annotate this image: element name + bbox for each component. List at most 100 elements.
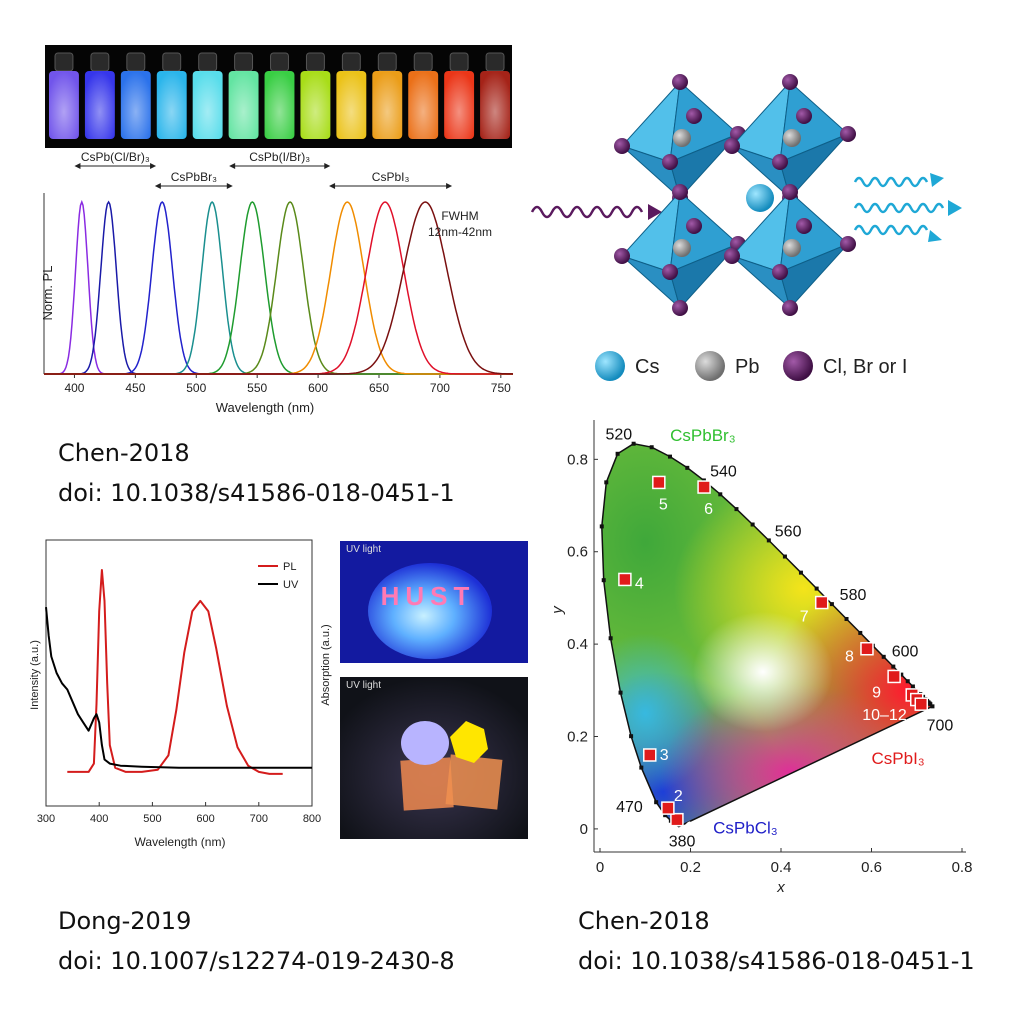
cie-data-point xyxy=(618,572,632,587)
pbx6-octahedron xyxy=(614,74,746,206)
cie-locus-marker xyxy=(734,507,739,512)
cie-locus-marker xyxy=(905,679,910,684)
vial-cap xyxy=(90,52,110,72)
vial-glow xyxy=(264,71,295,139)
cie-wavelength-label: 580 xyxy=(840,587,867,604)
cie-locus-marker xyxy=(618,690,623,695)
uv-x-tick-label: 700 xyxy=(250,813,268,825)
vials-photo xyxy=(45,45,512,148)
caption-bottomleft: Dong-2019 doi: 10.1007/s12274-019-2430-8 xyxy=(58,904,455,978)
pl-range-label: CsPb(Cl/Br)₃ xyxy=(81,150,150,164)
vial-cap xyxy=(377,52,397,72)
cie-y-tick-label: 0.4 xyxy=(567,636,588,653)
cie-point-label: 4 xyxy=(635,575,644,592)
caption-topleft-author: Chen-2018 xyxy=(58,439,190,467)
cie-data-point xyxy=(652,475,666,490)
pbx6-octahedron xyxy=(724,74,856,206)
cie-point-label: 9 xyxy=(872,684,881,701)
cie-data-point xyxy=(670,812,684,827)
cie-wavelength-label: 560 xyxy=(775,524,802,541)
pl-annotation-line1: FWHM xyxy=(441,209,478,223)
vial-glow xyxy=(408,71,439,139)
uv-x-tick-label: 400 xyxy=(90,813,108,825)
pl-y-axis-label: Norm. PL xyxy=(40,266,55,321)
cie-data-point xyxy=(697,480,711,494)
cie-locus-marker xyxy=(891,664,896,669)
vials-image xyxy=(49,52,510,139)
vial-cap xyxy=(198,52,218,72)
uv-x-tick-label: 300 xyxy=(37,813,55,825)
pl-range-label: CsPbBr₃ xyxy=(171,170,217,184)
cie-wavelength-label: 540 xyxy=(710,464,737,481)
cie-locus-marker xyxy=(928,702,933,707)
pb-legend-label: Pb xyxy=(735,356,759,378)
pl-range-arrowhead-right xyxy=(150,163,157,169)
incoming-arrowhead xyxy=(648,204,662,220)
cie-locus-marker xyxy=(718,492,723,497)
cie-point-label: 5 xyxy=(659,496,668,513)
caption-bottomleft-doi: doi: 10.1007/s12274-019-2430-8 xyxy=(58,947,455,975)
pl-range-arrowhead-left xyxy=(154,183,161,189)
cie-locus-marker xyxy=(766,538,771,543)
vial-cap xyxy=(413,52,433,72)
cie-locus-marker xyxy=(881,654,886,659)
pl-x-tick-label: 750 xyxy=(491,381,511,395)
cie-wavelength-label: 520 xyxy=(605,427,632,444)
vial-cap xyxy=(162,52,182,72)
pbx6-octahedron xyxy=(724,184,856,316)
cie-locus-marker xyxy=(654,800,659,805)
pl-range-arrowhead-left xyxy=(329,183,336,189)
cie-locus-marker xyxy=(910,684,915,689)
vial-cap xyxy=(341,52,361,72)
cie-locus-marker xyxy=(668,454,673,459)
pl-x-tick-label: 500 xyxy=(186,381,206,395)
pl-x-tick-label: 650 xyxy=(369,381,389,395)
cie-point-label: 6 xyxy=(704,501,713,518)
uv-series-line xyxy=(45,607,312,769)
cie-data-point xyxy=(914,697,929,711)
vial-cap xyxy=(126,52,146,72)
pl-spectrum-curve xyxy=(44,201,514,375)
cs-legend-label: Cs xyxy=(635,356,659,378)
cie-x-tick-label: 0.2 xyxy=(680,859,701,876)
hust-photo-label: UV light xyxy=(346,544,382,555)
cie-x-tick-label: 0.4 xyxy=(771,859,792,876)
uv-series-line xyxy=(67,569,283,775)
vial-glow xyxy=(49,71,79,139)
cie-locus-marker xyxy=(782,554,787,559)
cie-point-label: 3 xyxy=(660,747,669,764)
vial-glow xyxy=(156,71,187,139)
vial-cap xyxy=(234,52,254,72)
cie-locus-marker xyxy=(629,734,634,739)
cie-wavelength-label: 700 xyxy=(927,717,954,734)
cie-chart: 0 0.2 0.4 0.6 0.8 0 0.2 0.4 0.6 0.8 520 540 560 580 6… xyxy=(549,420,973,896)
cie-locus-marker xyxy=(615,451,620,456)
pl-x-tick-label: 450 xyxy=(125,381,145,395)
pl-x-axis-label: Wavelength (nm) xyxy=(216,400,315,415)
pl-spectra-chart: CsPb(Cl/Br)₃ CsPbBr₃ CsPb(I/Br)₃ CsPbI₃ 400… xyxy=(40,150,514,415)
cie-y-axis-label: y xyxy=(549,605,566,615)
cie-locus-marker xyxy=(608,636,613,641)
perovskite-structure xyxy=(530,74,962,316)
vial-glow xyxy=(120,71,151,139)
cie-locus-marker xyxy=(844,616,849,621)
cie-data-point xyxy=(661,801,675,815)
pl-x-tick-label: 550 xyxy=(247,381,267,395)
cie-point-label: 2 xyxy=(674,788,683,805)
pl-range-arrowhead-right xyxy=(226,183,233,189)
pl-annotation-line2: 12nm-42nm xyxy=(428,225,492,239)
caption-bottomleft-author: Dong-2019 xyxy=(58,907,192,935)
cie-locus-marker xyxy=(601,578,606,583)
cie-locus-marker xyxy=(663,813,668,818)
cs-legend-ball xyxy=(595,351,625,381)
pl-uv-chart: 300 400 500 600 700 800 PL UV Intensity (a.u.… xyxy=(29,539,321,849)
uv-x-tick-label: 600 xyxy=(196,813,214,825)
uv-plot-frame xyxy=(45,539,313,807)
pl-range-label: CsPbI₃ xyxy=(372,170,410,184)
cie-locus-marker xyxy=(631,441,636,446)
cie-data-point xyxy=(887,669,901,684)
legend-uv: UV xyxy=(283,579,299,591)
hust-photo: HUST UV light xyxy=(340,541,528,663)
cie-x-tick-label: 0.8 xyxy=(952,859,973,876)
absorption-label-text: Absorption (a.u.) xyxy=(320,624,332,705)
